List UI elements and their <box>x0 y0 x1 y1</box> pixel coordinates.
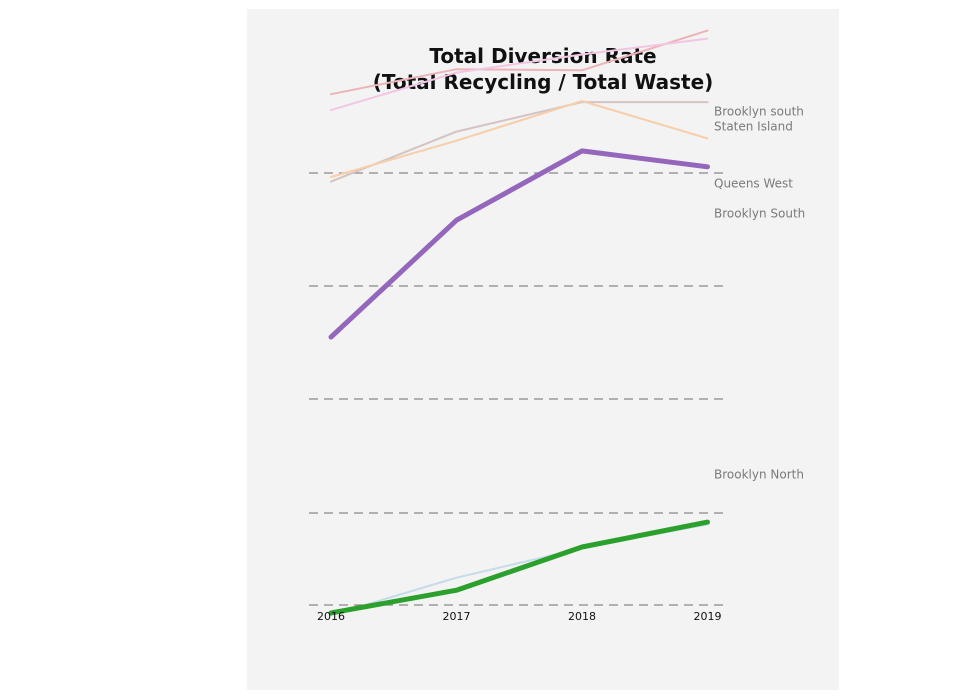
series-line-brooklyn-south <box>330 29 709 96</box>
series-line-queens-west <box>330 101 709 183</box>
series-label-brooklyn-south: Brooklyn South <box>714 207 805 221</box>
series-label-staten-island: Staten Island <box>714 120 793 134</box>
series-line-staten-island <box>330 37 709 112</box>
chart-title-line-1: Total Diversion Rate <box>429 44 657 68</box>
series-line-brooklyn-north <box>328 519 710 616</box>
series-label-queens-west: Queens West <box>714 177 793 191</box>
series-label-brooklyn-south: Brooklyn south <box>714 105 804 119</box>
x-tick-label-2016: 2016 <box>317 610 345 623</box>
series-label-brooklyn-north: Brooklyn North <box>714 468 804 482</box>
x-tick-label-2017: 2017 <box>443 610 471 623</box>
chart-panel: Total Diversion Rate (Total Recycling / … <box>247 9 839 690</box>
series-line-unlabeled-4 <box>328 148 710 340</box>
x-tick-label-2019: 2019 <box>694 610 722 623</box>
series-line-brooklyn-south <box>330 100 709 178</box>
x-tick-label-2018: 2018 <box>568 610 596 623</box>
